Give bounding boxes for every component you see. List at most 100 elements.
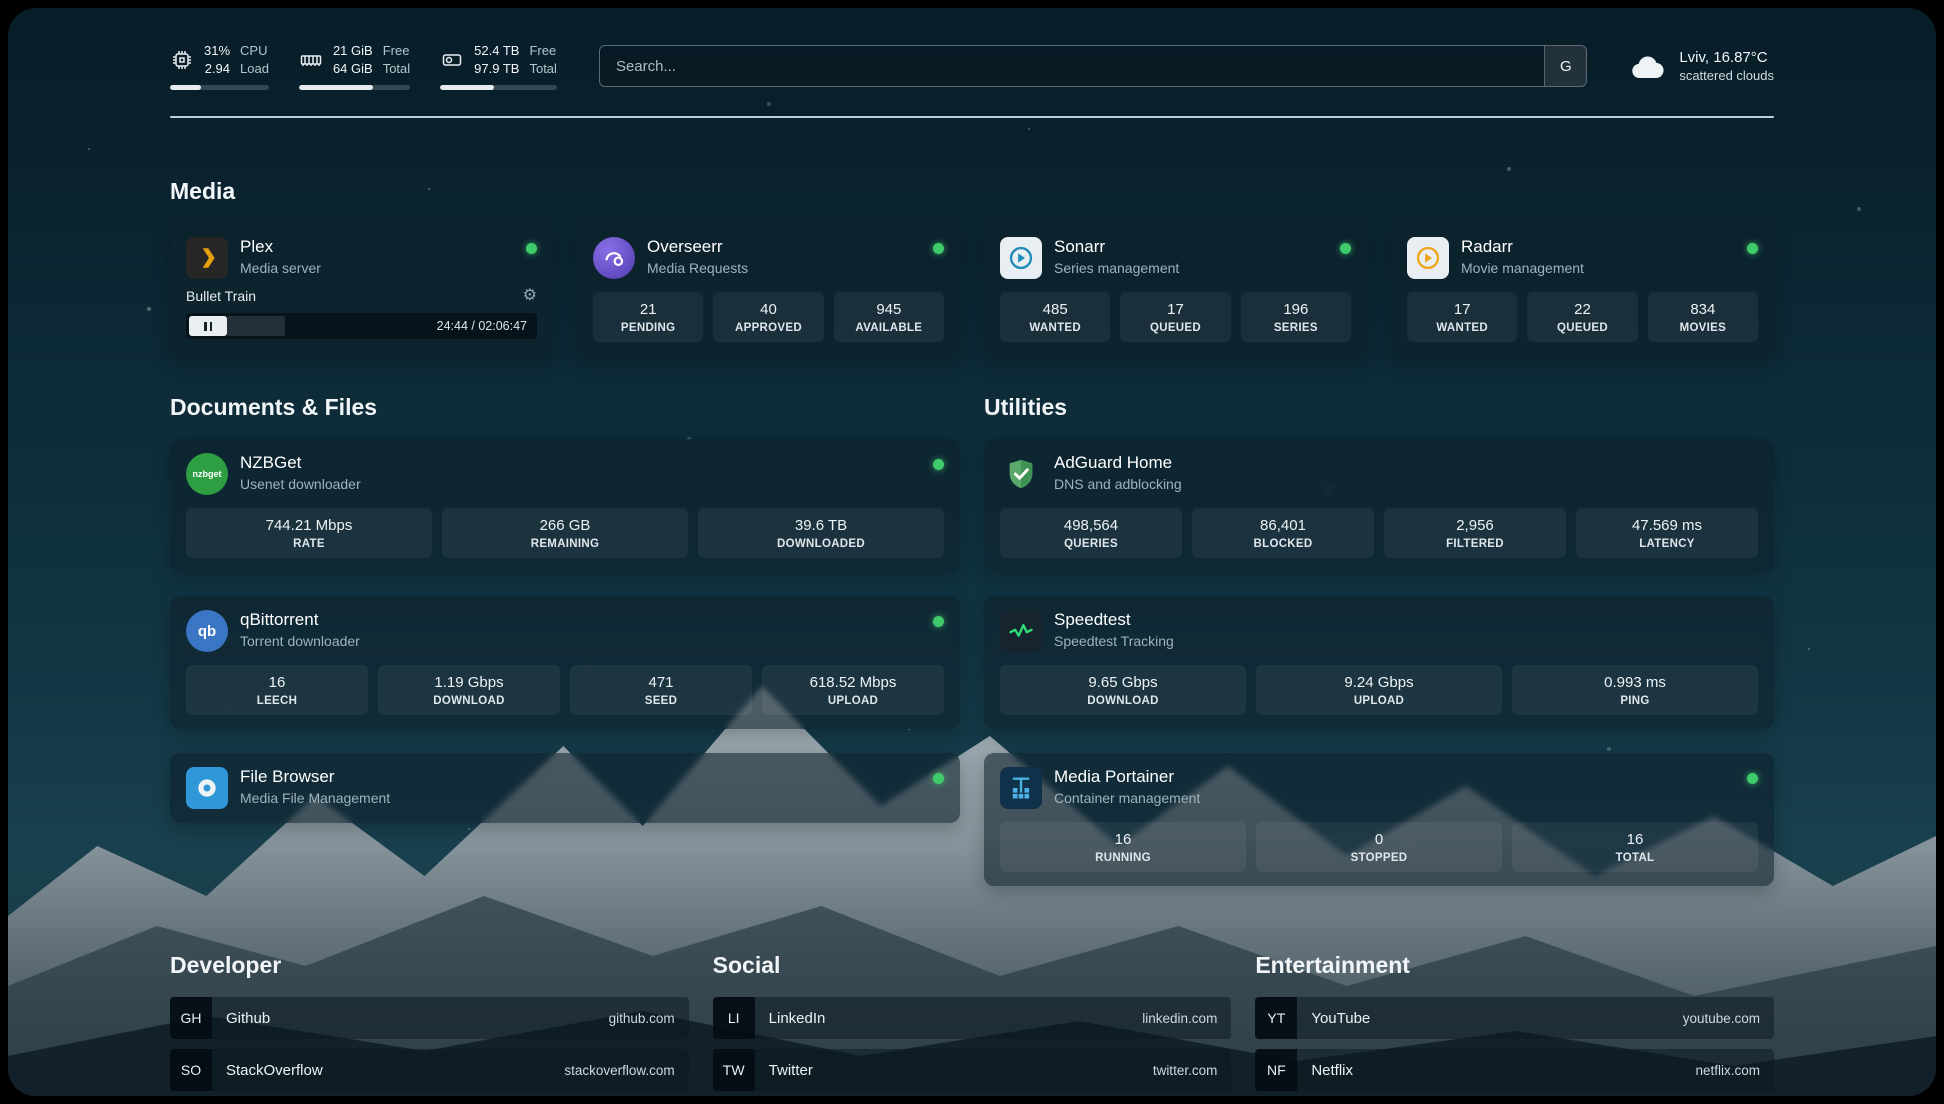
- stat-tile: 17 WANTED: [1407, 292, 1518, 343]
- status-dot: [526, 243, 537, 255]
- stat-label: QUERIES: [1064, 538, 1118, 551]
- stat-tile: 9.65 Gbps DOWNLOAD: [1000, 665, 1246, 716]
- stat-label: QUEUED: [1556, 322, 1608, 335]
- stat-label: DOWNLOAD: [1087, 695, 1159, 708]
- stat-value: 47.569 ms: [1631, 517, 1703, 535]
- qbittorrent-card[interactable]: qb qBittorrent Torrent downloader 16 LEE…: [170, 596, 960, 730]
- weather-widget[interactable]: Lviv, 16.87°C scattered clouds: [1629, 49, 1774, 83]
- bookmark-url: youtube.com: [1682, 1010, 1760, 1026]
- filebrowser-card[interactable]: File Browser Media File Management: [170, 753, 960, 824]
- github-icon: GH: [170, 997, 212, 1040]
- stat-value: 498,564: [1063, 517, 1119, 535]
- nzbget-card[interactable]: nzbget NZBGet Usenet downloader 744.21 M…: [170, 439, 960, 573]
- status-dot: [933, 616, 944, 628]
- bookmark-github[interactable]: GH Github github.com: [170, 997, 689, 1040]
- section-social: Social LI LinkedIn linkedin.com TW Twitt…: [712, 952, 1232, 1096]
- stat-value: 22: [1574, 301, 1591, 319]
- stat-value: 2,956: [1456, 517, 1494, 535]
- stat-value: 1.19 Gbps: [434, 674, 504, 692]
- stat-value: 86,401: [1260, 517, 1306, 535]
- stat-tile: 618.52 Mbps UPLOAD: [762, 665, 944, 716]
- stat-label: REMAINING: [530, 538, 600, 551]
- bookmark-name: YouTube: [1311, 1009, 1371, 1027]
- app-name: Speedtest: [1054, 610, 1131, 630]
- stat-tile: 17 QUEUED: [1120, 292, 1231, 343]
- stackoverflow-icon: SO: [170, 1049, 212, 1092]
- stat-label: SERIES: [1273, 322, 1318, 335]
- stat-tile: 40 APPROVED: [713, 292, 824, 343]
- app-desc: Media Requests: [647, 260, 749, 277]
- section-utilities: Utilities AdGuard Home DNS and: [984, 394, 1774, 910]
- app-name: qBittorrent: [240, 610, 319, 630]
- ram-metric: 21 GiB 64 GiB Free Total: [298, 42, 411, 91]
- app-desc: Usenet downloader: [240, 476, 361, 493]
- stat-label: DOWNLOADED: [777, 538, 865, 551]
- stat-label: AVAILABLE: [855, 322, 923, 335]
- stat-value: 266 GB: [539, 517, 591, 535]
- bookmark-url: twitter.com: [1152, 1062, 1218, 1078]
- bookmark-url: github.com: [608, 1010, 675, 1026]
- status-dot: [1747, 243, 1758, 255]
- stat-label: UPLOAD: [827, 695, 879, 708]
- stat-label: SEED: [644, 695, 678, 708]
- stat-label: WANTED: [1436, 322, 1488, 335]
- stat-label: PING: [1620, 695, 1650, 708]
- stat-tile: 16 LEECH: [186, 665, 368, 716]
- portainer-card[interactable]: Media Portainer Container management 16 …: [984, 753, 1774, 887]
- bookmark-netflix[interactable]: NF Netflix netflix.com: [1255, 1049, 1774, 1092]
- bookmark-url: netflix.com: [1695, 1062, 1760, 1078]
- bookmark-twitter[interactable]: TW Twitter twitter.com: [712, 1049, 1232, 1092]
- bookmark-youtube[interactable]: YT YouTube youtube.com: [1255, 997, 1774, 1040]
- social-section-title: Social: [712, 952, 781, 979]
- pause-button[interactable]: [189, 316, 227, 337]
- sonarr-card[interactable]: Sonarr Series management 485 WANTED 17 Q…: [984, 223, 1367, 357]
- ram-total-label: Total: [382, 61, 411, 77]
- ram-icon: [299, 48, 323, 72]
- stat-value: 618.52 Mbps: [809, 674, 897, 692]
- stat-value: 16: [1626, 831, 1644, 849]
- speedtest-card[interactable]: Speedtest Speedtest Tracking 9.65 Gbps D…: [984, 596, 1774, 730]
- bookmark-url: linkedin.com: [1142, 1010, 1218, 1026]
- cloud-icon: [1629, 51, 1667, 81]
- search-engine-button[interactable]: G: [1544, 46, 1587, 87]
- bookmark-linkedin[interactable]: LI LinkedIn linkedin.com: [712, 997, 1232, 1040]
- bookmark-name: StackOverflow: [226, 1061, 323, 1079]
- weather-condition: scattered clouds: [1679, 68, 1774, 84]
- app-name: Media Portainer: [1054, 767, 1175, 787]
- status-dot: [1340, 243, 1351, 255]
- stat-tile: 834 MOVIES: [1647, 292, 1758, 343]
- search-input[interactable]: [598, 45, 1588, 88]
- bookmark-name: LinkedIn: [768, 1009, 826, 1027]
- cpu-label: CPU: [240, 43, 268, 58]
- app-desc: DNS and adblocking: [1054, 476, 1182, 493]
- now-playing-title: Bullet Train: [186, 288, 257, 305]
- disk-icon: [440, 48, 464, 72]
- radarr-card[interactable]: Radarr Movie management 17 WANTED 22 QUE…: [1391, 223, 1774, 357]
- stat-tile: 21 PENDING: [593, 292, 704, 343]
- radarr-icon: [1407, 237, 1449, 280]
- app-name: Radarr: [1461, 237, 1513, 257]
- adguard-card[interactable]: AdGuard Home DNS and adblocking 498,564 …: [984, 439, 1774, 573]
- documents-section-title: Documents & Files: [170, 394, 378, 421]
- netflix-icon: NF: [1255, 1049, 1298, 1092]
- stat-value: 17: [1453, 301, 1471, 319]
- stat-label: APPROVED: [735, 322, 802, 335]
- bookmark-stackoverflow[interactable]: SO StackOverflow stackoverflow.com: [170, 1049, 689, 1092]
- settings-icon[interactable]: ⚙: [522, 287, 537, 305]
- plex-card[interactable]: Plex Media server Bullet Train ⚙ 24:44 /…: [170, 223, 553, 357]
- stat-value: 9.24 Gbps: [1344, 674, 1414, 692]
- stat-value: 16: [268, 674, 286, 692]
- sonarr-icon: [1000, 237, 1042, 280]
- app-name: NZBGet: [240, 453, 302, 473]
- disk-total-label: Total: [529, 61, 557, 77]
- app-desc: Torrent downloader: [240, 633, 360, 650]
- stat-label: QUEUED: [1149, 322, 1201, 335]
- app-desc: Media server: [240, 260, 321, 277]
- section-documents: Documents & Files nzbget NZBGet Usenet d…: [170, 394, 960, 847]
- playback-track[interactable]: [227, 316, 534, 337]
- app-desc: Movie management: [1461, 260, 1584, 277]
- app-name: Sonarr: [1054, 237, 1106, 257]
- status-dot: [1747, 773, 1758, 785]
- app-desc: Speedtest Tracking: [1054, 633, 1174, 650]
- overseerr-card[interactable]: Overseerr Media Requests 21 PENDING 40 A…: [577, 223, 960, 357]
